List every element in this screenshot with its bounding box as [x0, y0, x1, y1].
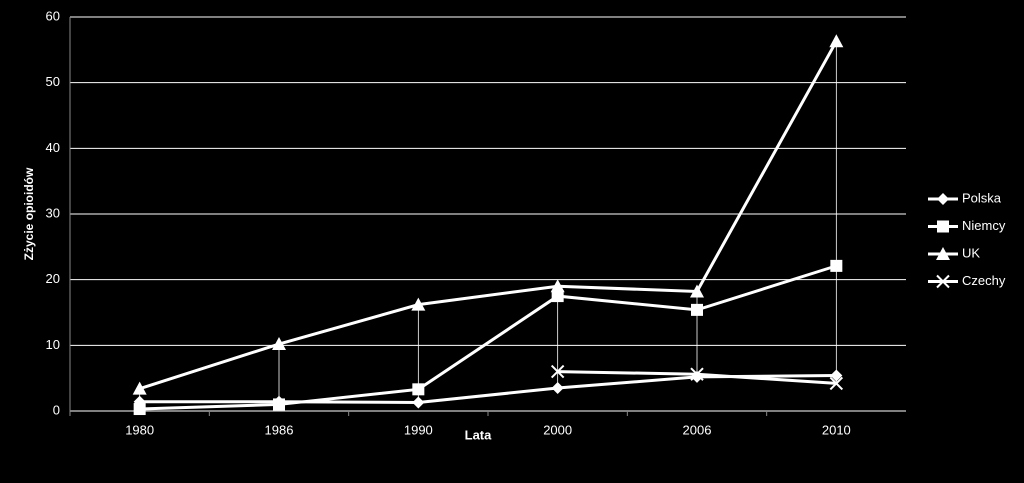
point — [830, 259, 843, 272]
point — [412, 383, 425, 396]
legend-marker — [936, 247, 950, 260]
y-tick-label: 10 — [46, 337, 60, 352]
x-tick-label: 1980 — [125, 422, 154, 437]
point — [691, 303, 703, 316]
y-tick-label: 60 — [46, 8, 60, 23]
legend-label: Niemcy — [962, 218, 1006, 233]
series-line — [139, 374, 837, 404]
point — [412, 396, 425, 409]
point — [550, 364, 565, 379]
point — [829, 376, 844, 391]
y-axis-label: Zżycie opioidów — [22, 167, 36, 260]
point — [411, 297, 426, 311]
x-tick-label: 2006 — [683, 422, 712, 437]
x-tick-label: 2000 — [543, 422, 572, 437]
x-tick-label: 1990 — [404, 422, 433, 437]
point — [829, 34, 844, 48]
point — [690, 367, 704, 381]
point — [690, 284, 704, 298]
point — [273, 398, 285, 411]
legend-marker — [937, 193, 949, 205]
y-tick-label: 30 — [46, 205, 60, 220]
series-line — [139, 40, 838, 391]
y-tick-label: 50 — [46, 74, 60, 89]
point — [133, 403, 146, 416]
point — [272, 337, 286, 351]
point — [551, 290, 564, 303]
legend-label: UK — [962, 245, 980, 260]
legend-marker — [936, 274, 950, 289]
point — [830, 369, 843, 382]
point — [550, 279, 565, 293]
point — [551, 382, 564, 395]
y-tick-label: 20 — [46, 271, 60, 286]
y-tick-label: 40 — [46, 140, 60, 155]
x-tick-label: 2010 — [822, 422, 851, 437]
legend-label: Polska — [962, 190, 1002, 205]
series-line — [139, 264, 837, 411]
x-tick-label: 1986 — [265, 422, 294, 437]
legend-marker — [937, 220, 949, 233]
y-tick-label: 0 — [53, 402, 60, 417]
point — [132, 381, 147, 395]
x-axis-label: Lata — [465, 427, 493, 442]
legend-label: Czechy — [962, 273, 1006, 288]
